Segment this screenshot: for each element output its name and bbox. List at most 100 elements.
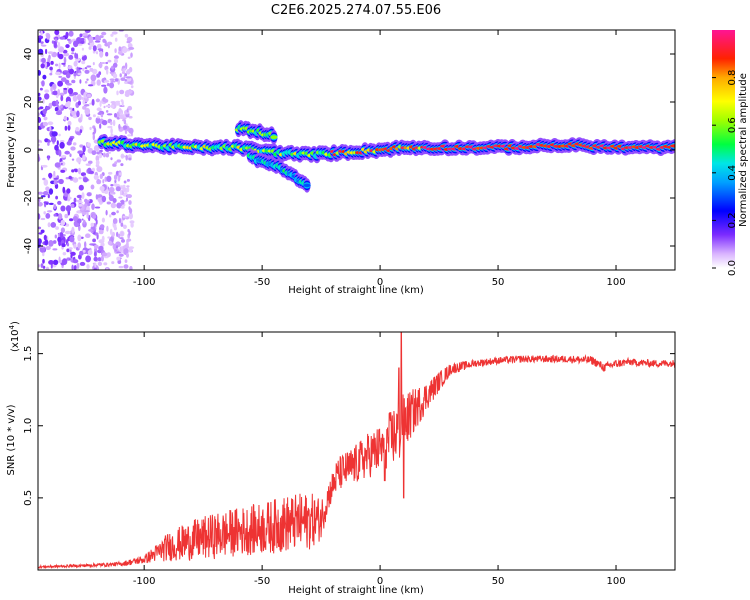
spectrogram-noise-mark [90,222,95,227]
spectrogram-noise-mark [59,141,65,149]
spectrogram-noise-mark [101,252,108,257]
spectrogram-noise-mark [82,145,86,153]
spectrogram-noise-mark [118,265,124,269]
spectrogram-noise-mark [128,206,131,211]
spectrogram-noise-mark [69,218,74,222]
spectrogram-noise-mark [73,40,79,48]
y-tick-label: 1.0 [23,418,34,434]
spectrogram-noise-mark [50,135,57,143]
spectrogram-noise-mark [72,115,78,119]
colorbar-tick-label: 0.4 [727,165,738,181]
spectrogram-noise-mark [42,252,45,257]
spectrogram-noise-mark [72,216,78,222]
x-tick-label: 50 [492,277,505,288]
spectrogram-noise-mark [38,117,42,123]
spectrogram-noise-mark [82,67,85,72]
spectrogram-noise-mark [41,164,48,168]
spectrogram-noise-mark [105,105,111,108]
spectrogram-noise-mark [116,202,122,209]
spectrogram-noise-mark [60,219,66,226]
spectrogram-noise-mark [114,78,119,82]
spectrogram-noise-mark [60,162,63,165]
y-tick-label: -20 [23,190,34,206]
spectrogram-noise-mark [38,213,41,220]
spectrogram-noise-mark [107,240,113,245]
spectrogram-noise-mark [46,33,51,40]
spectrogram-noise-mark [95,159,100,166]
spectrogram-noise-mark [92,82,96,85]
spectrogram-noise-mark [78,203,83,207]
colorbar-tick-label: 0.2 [727,212,738,228]
spectrogram-noise-mark [75,126,80,132]
spectrogram-noise-mark [56,140,59,146]
snr-y-scale-base: (x10 [10,329,21,352]
spectrogram-noise-mark [40,30,43,36]
spectrogram-noise-mark [107,59,112,63]
colorbar-tick-label: 0.8 [727,70,738,86]
spectrogram-noise-mark [112,198,117,203]
spectrogram-noise-mark [45,186,50,192]
spectrogram-y-ticks: -40 -20 0 20 40 [23,48,675,254]
spectrogram-noise-mark [117,233,121,239]
spectrogram-noise-mark [106,225,109,232]
spectrogram-noise-mark [68,30,74,37]
spectrogram-noise-mark [101,62,106,64]
spectrogram-noise-mark [60,155,67,158]
spectrogram-noise-mark [79,129,83,134]
spectrogram-noise-mark [46,210,53,213]
spectrogram-noise-mark [128,212,133,220]
spectrogram-noise-mark [53,177,59,180]
spectrogram-noise-mark [127,56,131,59]
spectrogram-noise-mark [102,179,105,184]
spectrogram-noise-mark [96,116,100,119]
spectrogram-marks [38,30,675,270]
spectrogram-noise-mark [77,72,82,76]
spectrogram-noise-mark [99,51,104,58]
spectrogram-noise-mark [112,119,116,127]
spectrogram-noise-mark [118,114,124,119]
spectrogram-noise-mark [105,209,108,216]
spectrogram-noise-mark [61,77,67,82]
spectrogram-noise-mark [65,44,70,49]
spectrogram-noise-mark [59,92,65,97]
snr-y-scale: (x104) [8,321,21,352]
spectrogram-noise-mark [45,106,51,110]
spectrogram-noise-mark [103,152,106,158]
spectrogram-noise-mark [79,79,82,84]
spectrogram-noise-mark [91,98,95,106]
spectrogram-noise-mark [100,242,105,247]
spectrogram-noise-mark [95,219,98,225]
spectrogram-noise-mark [64,230,71,235]
colorbar-label: Normalized spectral amplitude [738,73,749,227]
spectrogram-noise-mark [128,200,132,205]
spectrogram-noise-mark [84,198,88,203]
spectrogram-noise-mark [43,201,49,204]
spectrogram-noise-mark [116,159,122,163]
spectrogram-noise-mark [54,234,57,239]
spectrogram-noise-mark [47,51,54,54]
spectrogram-noise-mark [111,261,115,265]
spectrogram-noise-mark [59,36,66,40]
spectrogram-noise-mark [93,251,97,257]
spectrogram-noise-mark [92,45,97,52]
spectrogram-noise-mark [115,102,121,106]
spectrogram-noise-mark [66,117,69,121]
spectrogram-noise-mark [80,172,86,177]
spectrogram-noise-mark [38,37,42,43]
spectrogram-noise-mark [90,74,97,82]
spectrogram-noise-mark [126,252,129,258]
spectrogram-noise-mark [96,79,101,86]
spectrogram-noise-mark [95,51,99,55]
spectrogram-noise-mark [109,228,113,236]
spectrogram-noise-mark [124,73,128,77]
spectrogram-noise-mark [82,249,86,253]
spectrogram-noise-mark [81,56,87,61]
spectrogram-noise-mark [109,71,112,74]
spectrogram-noise-mark [89,126,92,131]
spectrogram-noise-mark [106,201,112,205]
spectrogram-noise-mark [76,262,80,269]
spectrogram-noise-mark [76,218,82,224]
spectrogram-noise-mark [126,40,131,44]
spectrogram-noise-mark [67,65,72,70]
spectrogram-noise-mark [129,265,133,270]
